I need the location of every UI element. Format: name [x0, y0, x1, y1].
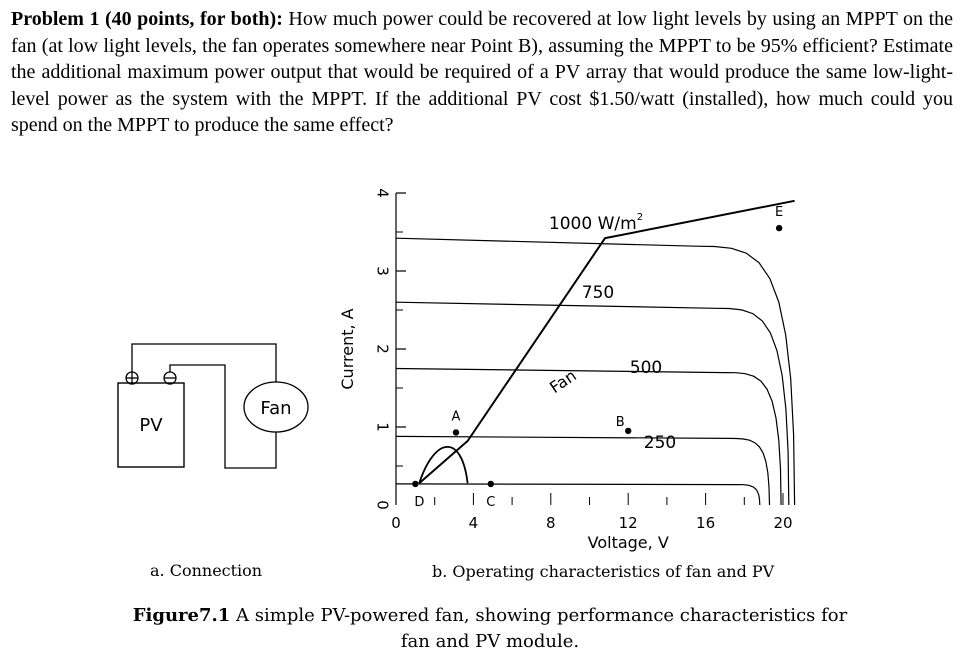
x-tick-label: 0 [391, 514, 401, 532]
x-tick-label: 16 [696, 514, 715, 532]
operating-point-c [487, 480, 495, 488]
operating-point-label: D [414, 495, 424, 510]
operating-point-label: B [616, 415, 625, 430]
problem-label: Problem 1 (40 points, for both): [11, 8, 283, 30]
problem-statement: Problem 1 (40 points, for both): How muc… [11, 6, 953, 139]
irradiance-label: 750 [582, 283, 614, 303]
wire-positive [131, 343, 277, 382]
figure-caption-label: Figure7.1 [132, 605, 231, 626]
figure-caption-text: A simple PV-powered fan, showing perform… [236, 605, 848, 652]
y-tick-label: 1 [374, 422, 392, 432]
pv-module-box [117, 382, 185, 468]
fan-motor-label: Fan [260, 398, 291, 419]
operating-point-b [625, 427, 632, 435]
x-tick-label: 12 [619, 514, 638, 532]
chart-caption: b. Operating characteristics of fan and … [432, 562, 775, 581]
connection-caption: a. Connection [150, 561, 263, 580]
x-tick-label: 20 [773, 514, 792, 532]
operating-point-label: C [486, 495, 495, 510]
operating-point-e [775, 224, 783, 232]
x-tick-label: 4 [469, 514, 479, 532]
irradiance-label: 500 [630, 358, 662, 378]
y-tick-label: 3 [374, 266, 392, 276]
operating-point-label: A [452, 409, 461, 424]
wire-negative [169, 364, 277, 469]
iv-curve-0 [395, 237, 796, 506]
problem-text: How much power could be recovered at low… [11, 8, 954, 136]
operating-point-label: E [775, 205, 783, 220]
y-tick-label: 4 [374, 188, 392, 198]
x-axis-label: Voltage, V [588, 533, 669, 552]
fan-startup-curve [418, 446, 469, 484]
y-axis-label: Current, A [338, 308, 357, 389]
iv-curve-2 [395, 367, 782, 506]
y-tick-label: 2 [374, 344, 392, 354]
irradiance-label: 1000 W/m2 [549, 212, 643, 234]
iv-curve-3 [395, 435, 771, 506]
operating-point-a [452, 429, 460, 436]
iv-curve-1 [395, 301, 790, 506]
x-tick-label: 8 [546, 514, 556, 532]
figure-caption: Figure7.1 A simple PV-powered fan, showi… [120, 603, 860, 655]
operating-point-d [412, 480, 419, 488]
y-tick-label: 0 [374, 500, 392, 510]
irradiance-label: 250 [644, 433, 676, 453]
pv-label: PV [139, 415, 163, 436]
connection-diagram [117, 343, 309, 469]
fan-motor-circle [243, 381, 309, 433]
iv-curve-4 [395, 483, 761, 506]
fan-curve [418, 199, 795, 484]
